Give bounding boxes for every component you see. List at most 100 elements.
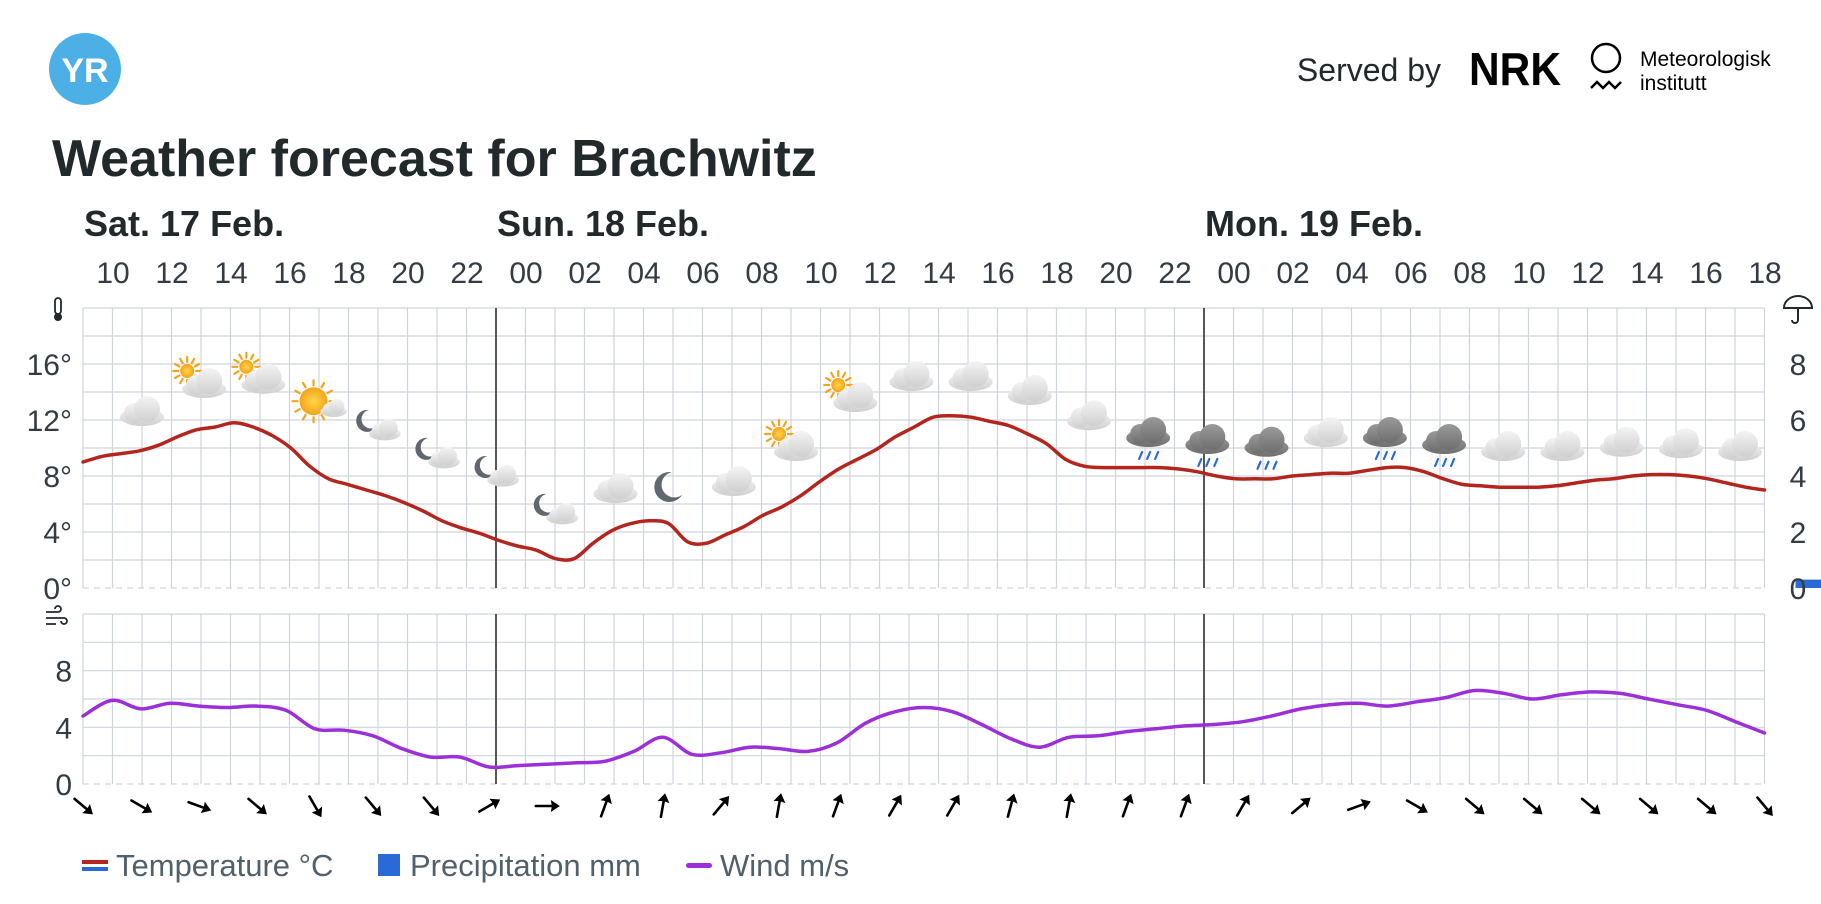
hour-tick-label: 12 <box>863 257 896 290</box>
wind-direction-arrow-icon <box>364 796 382 816</box>
temperature-tick-label: 0° <box>43 573 72 606</box>
hour-tick-label: 14 <box>922 257 955 290</box>
wind-direction-arrow-icon <box>887 794 902 817</box>
wind-grid <box>82 613 1766 785</box>
legend-label-wind: Wind m/s <box>720 848 849 883</box>
yr-logo[interactable]: YR <box>49 33 121 105</box>
temperature-axis: 0° 4° 8° 12° 16° <box>27 349 72 606</box>
wind-direction-arrow-icon <box>1179 793 1192 818</box>
wind-direction-arrow-icon <box>1235 794 1250 817</box>
met-logo-line2: institutt <box>1640 72 1707 95</box>
partly-sunny-icon <box>763 418 819 461</box>
wind-direction-arrow-icon <box>422 796 440 816</box>
wind-direction-arrow-icon <box>1121 793 1134 818</box>
cloudy-icon <box>889 361 934 391</box>
day-label: Sun. 18 Feb. <box>497 203 709 244</box>
wind-direction-arrow-icon <box>73 797 93 815</box>
legend-item-temperature: Temperature °C <box>82 848 333 883</box>
cloudy-icon <box>1658 428 1703 459</box>
cloudy-icon <box>1303 417 1348 447</box>
wind-tick-label: 8 <box>55 656 72 689</box>
met-logo-wave-icon <box>1590 80 1622 90</box>
cloudy-icon <box>1599 426 1644 457</box>
wind-axis: 0 4 8 <box>55 656 72 802</box>
page-title: Weather forecast for Brachwitz <box>52 130 817 188</box>
partly-sunny-icon <box>231 351 286 394</box>
wind-icon <box>46 605 68 625</box>
wind-direction-arrow-icon <box>1005 793 1018 818</box>
hour-tick-label: 18 <box>332 257 365 290</box>
hour-tick-label: 12 <box>1571 257 1604 290</box>
wind-direction-arrow-icon <box>657 793 670 819</box>
yr-logo-circle <box>49 33 121 105</box>
hour-tick-label: 12 <box>155 257 188 290</box>
hour-tick-label: 02 <box>568 257 601 290</box>
yr-logo-text: YR <box>61 52 108 90</box>
temperature-tick-label: 12° <box>27 405 72 438</box>
day-label: Sat. 17 Feb. <box>84 203 284 244</box>
legend-label-temperature: Temperature °C <box>116 848 333 883</box>
day-labels: Sat. 17 Feb. Sun. 18 Feb. Mon. 19 Feb. <box>84 203 1423 244</box>
precipitation-bars <box>1795 579 1821 588</box>
hour-tick-label: 14 <box>1630 257 1663 290</box>
hour-tick-label: 02 <box>1276 257 1309 290</box>
night-cloud-icon <box>356 409 401 441</box>
legend-item-precipitation: Precipitation mm <box>378 848 641 883</box>
hour-tick-label: 06 <box>1394 257 1427 290</box>
legend: Temperature °C Precipitation mm Wind m/s <box>82 848 849 883</box>
wind-direction-arrow-icon <box>534 800 560 812</box>
hour-tick-label: 18 <box>1040 257 1073 290</box>
hour-tick-label: 20 <box>1099 257 1132 290</box>
wind-direction-arrow-icon <box>1405 799 1428 814</box>
met-institute-logo[interactable]: Meteorologisk institutt <box>1590 42 1771 95</box>
hour-tick-label: 10 <box>804 257 837 290</box>
wind-direction-arrow-icon <box>1346 798 1371 812</box>
cloudy-icon <box>593 473 638 503</box>
rain-icon <box>1422 424 1467 468</box>
wind-series <box>81 688 1767 770</box>
hour-tick-label: 10 <box>1512 257 1545 290</box>
cloudy-icon <box>1066 400 1111 431</box>
wind-direction-arrow-icon <box>599 793 612 818</box>
met-logo-circle-icon <box>1590 42 1622 74</box>
rain-icon <box>1185 424 1230 468</box>
precipitation-tick-label: 2 <box>1790 517 1807 550</box>
wind-direction-arrow-icon <box>247 797 267 815</box>
wind-direction-arrow-icon <box>308 795 323 818</box>
precipitation-tick-label: 6 <box>1790 405 1807 438</box>
hour-tick-label: 16 <box>981 257 1014 290</box>
hour-tick-label: 04 <box>627 257 660 290</box>
wind-direction-arrow-icon <box>773 793 786 819</box>
wind-direction-arrow-icon <box>1464 797 1485 815</box>
wind-direction-arrows <box>73 793 1773 819</box>
legend-item-wind: Wind m/s <box>686 848 849 883</box>
precipitation-axis: 0 2 4 6 8 <box>1790 349 1807 606</box>
nrk-logo[interactable]: NRK <box>1469 43 1561 95</box>
night-cloud-icon <box>474 456 519 487</box>
weather-icons <box>120 351 1762 525</box>
cloudy-icon <box>1540 431 1585 461</box>
hour-tick-label: 08 <box>745 257 778 290</box>
cloudy-icon <box>948 361 993 391</box>
cloudy-icon <box>1718 431 1762 461</box>
precipitation-tick-label: 8 <box>1790 349 1807 382</box>
wind-direction-arrow-icon <box>1290 797 1311 815</box>
rain-icon <box>1126 417 1171 461</box>
night-cloud-icon <box>533 493 579 525</box>
cloudy-icon <box>120 396 164 426</box>
wind-direction-arrow-icon <box>1063 793 1076 819</box>
wind-direction-arrow-icon <box>1522 797 1543 815</box>
temperature-line <box>81 413 1767 562</box>
rain-icon <box>1362 417 1407 461</box>
hour-tick-label: 10 <box>96 257 129 290</box>
wind-direction-arrow-icon <box>1696 797 1717 815</box>
wind-direction-arrow-icon <box>1756 796 1773 816</box>
hour-tick-label: 16 <box>1689 257 1722 290</box>
wind-direction-arrow-icon <box>1638 797 1659 815</box>
hour-tick-label: 22 <box>450 257 483 290</box>
wind-direction-arrow-icon <box>712 796 730 816</box>
wind-direction-arrow-icon <box>130 799 153 814</box>
wind-tick-label: 4 <box>55 712 72 745</box>
cloudy-icon <box>711 466 756 496</box>
moon-icon <box>654 472 683 503</box>
